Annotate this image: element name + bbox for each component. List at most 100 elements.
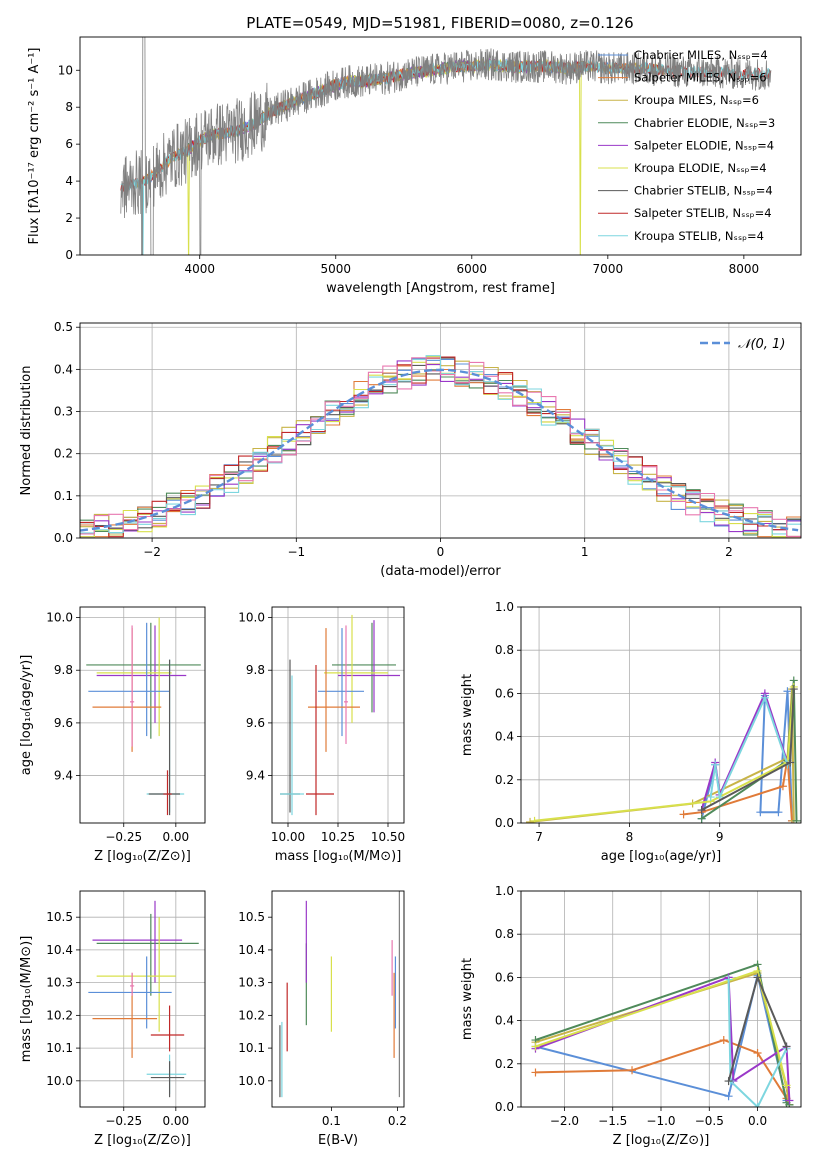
legend-label: Salpeter ELODIE, Nₛₛₚ=4 [634, 138, 774, 152]
x-tick-label: −1.0 [646, 1114, 675, 1128]
x-tick-label: −2.0 [550, 1114, 579, 1128]
x-tick-label: 7 [535, 830, 543, 844]
mass-weight-series [535, 963, 790, 1106]
y-tick-label: 0.0 [54, 531, 73, 545]
chart-residuals: −2 −1 0 1 2 0.0 0.1 0.2 0.3 0.4 0.5 (data-model)/er… [19, 320, 802, 579]
plus-marker [760, 693, 769, 702]
x-axis-label: Z [log₁₀(Z/Z⊙)] [613, 1133, 710, 1148]
axes-frame [79, 36, 802, 256]
x-tick-label: 7000 [593, 262, 624, 276]
axes-frame [79, 890, 206, 1108]
y-tick-label: 9.8 [54, 663, 73, 677]
chart-age_vs_Z: −0.25 0.00 9.4 9.6 9.8 10.0 Z [log₁₀(Z/Z⊙)] age… [19, 606, 206, 864]
x-tick-label: −0.25 [105, 1114, 142, 1128]
y-tick-label: 10.1 [238, 1041, 265, 1055]
x-axis-label: Z [log₁₀(Z/Z⊙)] [94, 849, 191, 864]
x-tick-label: 8 [626, 830, 634, 844]
plus-marker [786, 758, 795, 767]
y-tick-label: 10.5 [238, 910, 265, 924]
plus-marker [753, 1049, 762, 1057]
plus-marker [782, 1042, 791, 1051]
plus-marker [724, 975, 733, 984]
y-tick-label: 10.0 [46, 611, 73, 625]
legend-label: Chabrier MILES, Nₛₛₚ=4 [634, 48, 768, 62]
x-tick-label: 2 [725, 545, 733, 559]
x-tick-label: 5000 [320, 262, 351, 276]
y-tick-label: 0.2 [495, 1057, 514, 1071]
y-tick-label: 10.2 [46, 1008, 73, 1022]
plus-marker [697, 814, 706, 823]
plus-marker [785, 1096, 794, 1105]
x-tick-label: 0.1 [322, 1114, 341, 1128]
legend-label: Salpeter STELIB, Nₛₛₚ=4 [634, 206, 772, 220]
y-axis-label: mass weight [460, 958, 475, 1040]
data-spectrum-line [120, 37, 772, 255]
y-tick-label: 10 [58, 63, 73, 77]
errorbar-point [130, 625, 135, 747]
errorbar-point [150, 1061, 185, 1098]
y-tick-label: 0.1 [54, 489, 73, 503]
mass-weight-series [534, 686, 795, 822]
x-tick-label: 8000 [729, 262, 760, 276]
plus-marker [774, 808, 783, 817]
y-tick-label: 10.0 [46, 1074, 73, 1088]
y-tick-label: 0.0 [495, 816, 514, 830]
x-tick-label: −2 [143, 545, 161, 559]
y-axis-label: Flux [fλ10⁻¹⁷ erg cm⁻² s⁻¹ A⁻¹] [27, 48, 42, 245]
errorbar-point [96, 913, 199, 996]
x-tick-label: −1.5 [598, 1114, 627, 1128]
y-tick-label: 0.6 [495, 686, 514, 700]
errorbar-point [130, 972, 135, 996]
y-tick-label: 9.4 [54, 769, 73, 783]
legend-label: Salpeter MILES, Nₛₛₚ=6 [634, 71, 767, 85]
y-tick-label: 10.4 [238, 943, 265, 957]
y-tick-label: 0.6 [495, 970, 514, 984]
errorbar-point [88, 622, 170, 737]
plus-marker [531, 1068, 540, 1077]
y-tick-label: 0 [65, 248, 73, 262]
plus-marker [789, 685, 798, 694]
plus-marker [679, 810, 688, 819]
gaussian-curve [80, 368, 799, 532]
plus-marker [724, 1092, 733, 1101]
errorbar-point [150, 1005, 185, 1052]
y-tick-label: 0.5 [54, 320, 73, 334]
x-tick-label: 10.25 [321, 830, 355, 844]
y-tick-label: 9.6 [246, 716, 265, 730]
plus-marker [530, 816, 539, 823]
figure-title: PLATE=0549, MJD=51981, FIBERID=0080, z=0… [246, 14, 633, 32]
plus-marker [756, 808, 765, 817]
y-tick-label: 9.8 [246, 663, 265, 677]
errorbar-point [92, 900, 183, 983]
legend-label: Kroupa MILES, Nₛₛₚ=6 [634, 93, 759, 107]
plus-marker [697, 806, 706, 815]
x-axis-label: wavelength [Angstrom, rest frame] [326, 281, 555, 296]
y-tick-label: 10.4 [46, 943, 73, 957]
plus-marker [782, 1081, 791, 1090]
y-tick-label: 9.4 [246, 769, 265, 783]
chart-age_vs_mass: 10.00 10.25 10.50 9.4 9.6 9.8 10.0 mass [log₁₀(… [238, 606, 405, 864]
plus-marker [753, 1103, 762, 1107]
errorbar-point [308, 628, 360, 752]
chart-massweight_vs_Z: −2.0 −1.5 −1.0 −0.5 0.0 0.0 0.2 0.4 0.6 0.8 1.0 Z [… [460, 884, 802, 1148]
legend-label: Chabrier ELODIE, Nₛₛₚ=3 [634, 116, 775, 130]
plot-content [86, 617, 201, 816]
chart-spectrum: 4000 5000 6000 7000 8000 0 2 4 6 8 10 wavelength [A… [27, 36, 802, 296]
y-axis-label: mass weight [460, 674, 475, 756]
chart-mass_vs_Z: −0.25 0.00 10.0 10.1 10.2 10.3 10.4 10.5 Z [log₁… [19, 890, 206, 1148]
errorbar-point [324, 614, 388, 723]
plot-content [279, 891, 400, 1098]
errorbar-point [96, 917, 176, 1032]
y-tick-label: 10.0 [238, 1074, 265, 1088]
y-tick-label: 0.4 [54, 362, 73, 376]
y-axis-label: age [log₁₀(age/yr)] [19, 655, 34, 776]
chart-massweight_vs_age: 7 8 9 0.0 0.2 0.4 0.6 0.8 1.0 age [log₁₀(age/yr)]… [460, 600, 802, 864]
errorbar-point [88, 956, 172, 1029]
y-tick-label: 10.3 [46, 976, 73, 990]
errorbar-point [280, 675, 304, 816]
y-tick-label: 0.2 [54, 447, 73, 461]
y-tick-label: 0.8 [495, 927, 514, 941]
y-tick-label: 9.6 [54, 716, 73, 730]
errorbar-point [86, 622, 201, 739]
x-axis-label: E(B-V) [318, 1133, 358, 1148]
